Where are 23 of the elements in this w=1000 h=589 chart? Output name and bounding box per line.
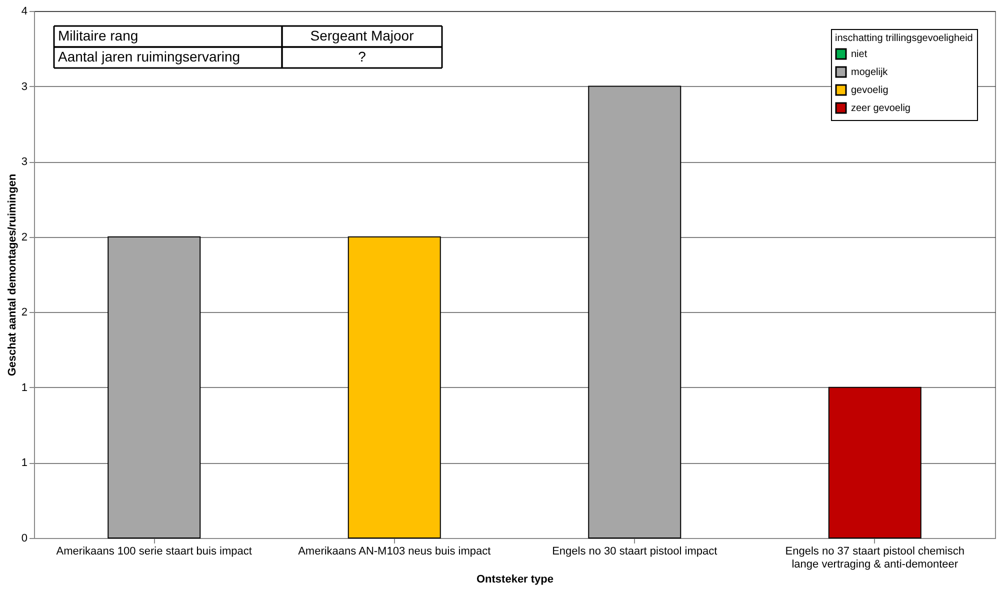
legend-label: zeer gevoelig	[851, 103, 910, 114]
x-tick-label: Engels no 37 staart pistool chemisch lange vertraging & anti-demonteer	[785, 546, 964, 570]
y-tick-label: 0	[21, 532, 28, 544]
x-tick-label: Amerikaans 100 serie staart buis impact	[56, 546, 252, 558]
y-tick-label: 4	[21, 6, 28, 18]
annotation: ?	[358, 48, 366, 64]
annotation: Aantal jaren ruimingservaring	[58, 48, 240, 64]
y-tick-label: 3	[21, 156, 28, 168]
y-tick-label: 2	[21, 231, 28, 244]
legend-label: mogelijk	[851, 67, 889, 78]
y-tick-label: 2	[21, 306, 28, 319]
x-axis-title: Ontsteker type	[476, 574, 554, 586]
x-tick-label: Amerikaans AN-M103 neus buis impact	[298, 546, 491, 558]
legend-label: gevoelig	[851, 85, 888, 96]
y-axis-title: Geschat aantal demontages/ruimingen	[6, 174, 18, 376]
legend-label: niet	[851, 49, 868, 60]
y-tick-label: 1	[21, 382, 28, 394]
y-tick-label: 3	[21, 80, 28, 93]
x-tick-label: Engels no 30 staart pistool impact	[552, 546, 718, 558]
legend-title: inschatting trillingsgevoeligheid	[835, 33, 973, 44]
annotation: Sergeant Majoor	[310, 28, 414, 44]
annotation: Militaire rang	[58, 28, 138, 44]
y-tick-label: 1	[21, 457, 28, 470]
